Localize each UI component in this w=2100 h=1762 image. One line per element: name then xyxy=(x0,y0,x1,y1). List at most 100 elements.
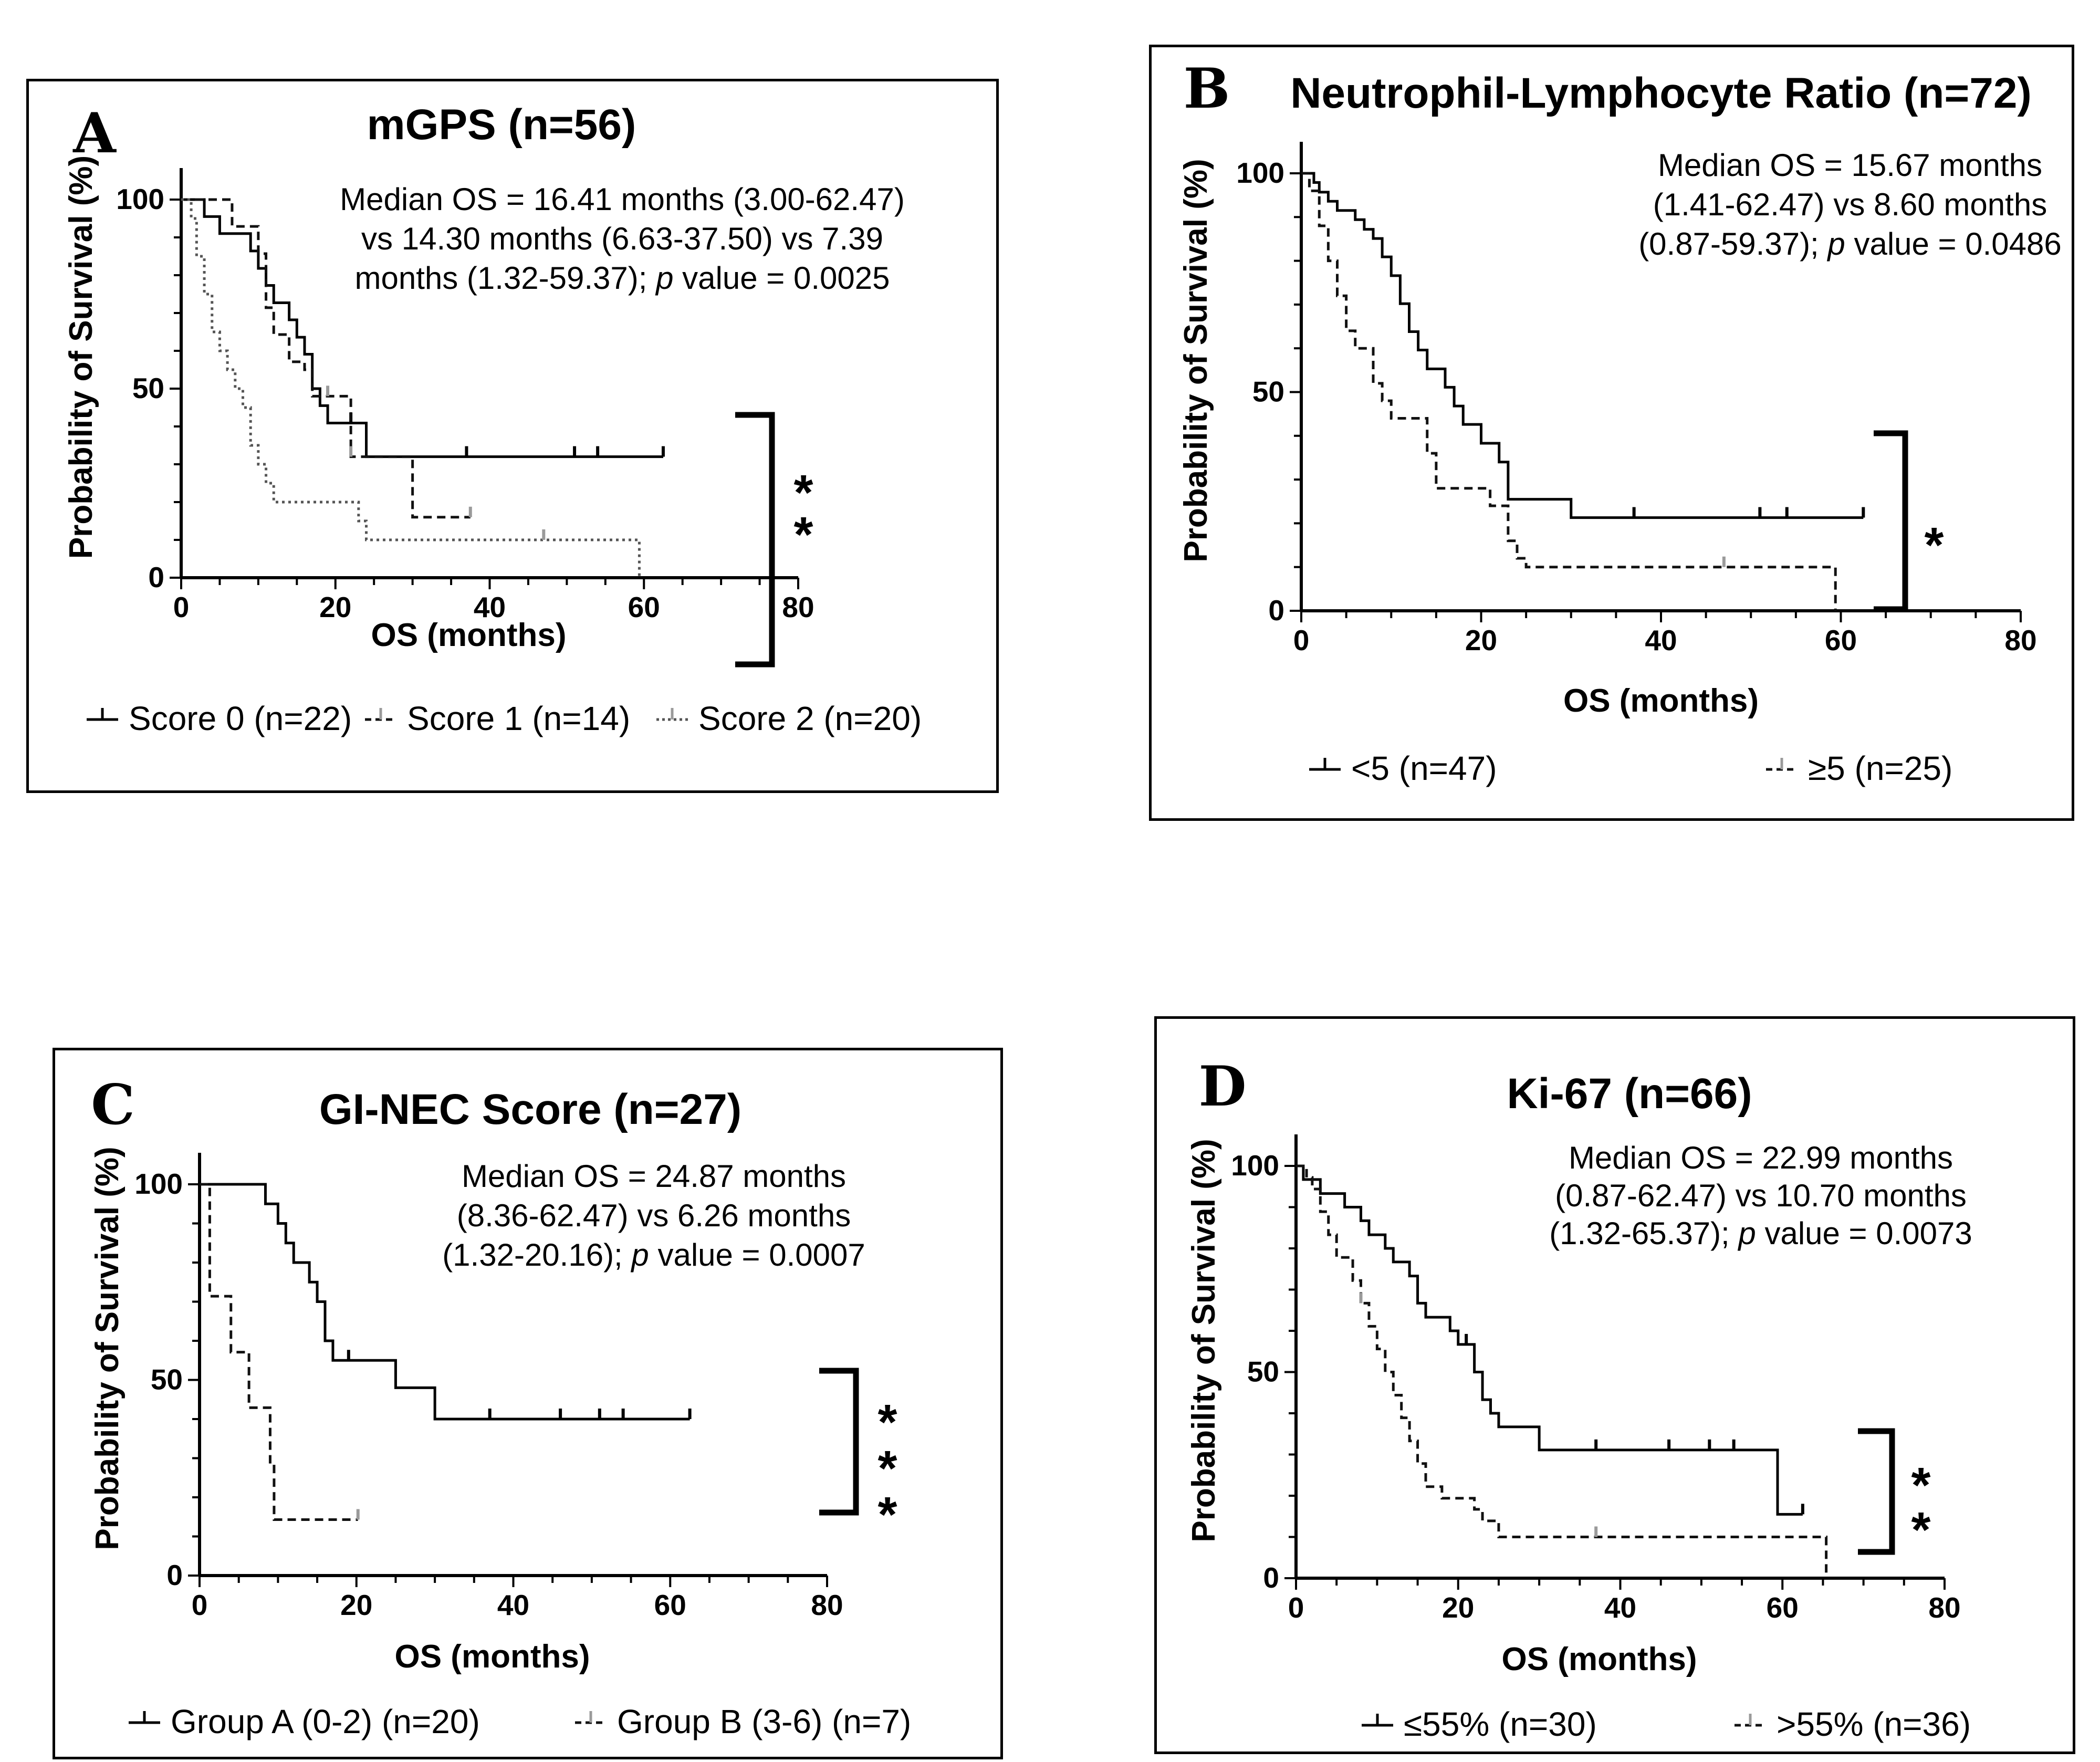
legend-item: Score 0 (n=22) xyxy=(87,700,352,737)
x-tick-label: 80 xyxy=(1928,1591,1960,1624)
y-axis-label: Probability of Survival (%) xyxy=(1178,159,1214,562)
x-tick-label: 60 xyxy=(654,1589,686,1621)
x-tick-label: 80 xyxy=(2004,624,2036,656)
panel-letter: A xyxy=(72,100,117,165)
panel-d: D Ki-67 (n=66) Median OS = 22.99 months (0.… xyxy=(1154,1016,2075,1754)
x-tick-label: 20 xyxy=(340,1589,372,1621)
x-tick-label: 0 xyxy=(173,591,190,623)
x-tick-label: 20 xyxy=(1442,1591,1474,1624)
y-tick-label: 50 xyxy=(151,1363,183,1396)
significance-star: * xyxy=(878,1441,897,1496)
series-dashed xyxy=(1301,172,1837,611)
y-tick-label: 100 xyxy=(1236,157,1284,189)
panel-letter: D xyxy=(1198,1054,1246,1119)
y-tick-label: 0 xyxy=(1263,1561,1279,1594)
x-tick-label: 80 xyxy=(811,1589,843,1621)
median-os-line: Median OS = 16.41 months (3.00-62.47) xyxy=(340,182,905,217)
legend-item: Group B (3-6) (n=7) xyxy=(575,1703,911,1740)
y-tick-label: 0 xyxy=(166,1559,183,1591)
legend-label: Score 1 (n=14) xyxy=(407,700,630,737)
x-axis-label: OS (months) xyxy=(1502,1641,1697,1677)
median-os-line: (1.32-65.37); p value = 0.0073 xyxy=(1549,1216,1972,1251)
x-tick-label: 40 xyxy=(474,591,506,623)
x-tick-label: 60 xyxy=(1825,624,1857,656)
legend-item: ≥5 (n=25) xyxy=(1766,749,1952,787)
x-tick-label: 60 xyxy=(1767,1591,1799,1624)
km-chart-b: B Neutrophil-Lymphocyte Ratio (n=72) Media… xyxy=(1178,56,2062,787)
survival-curve xyxy=(181,198,641,578)
x-tick-label: 40 xyxy=(497,1589,529,1621)
legend-label: >55% (n=36) xyxy=(1777,1705,1971,1743)
km-chart-d: D Ki-67 (n=66) Median OS = 22.99 months(0.… xyxy=(1186,1054,1972,1743)
km-chart-c: C GI-NEC Score (n=27) Median OS = 24.87 mo… xyxy=(89,1072,911,1740)
y-tick-label: 100 xyxy=(134,1167,183,1200)
x-tick-label: 40 xyxy=(1645,624,1677,656)
survival-curve xyxy=(1296,1164,1803,1516)
y-axis-label: Probability of Survival (%) xyxy=(89,1146,126,1550)
survival-curve xyxy=(1301,172,1837,611)
x-tick-label: 0 xyxy=(192,1589,208,1621)
chart-title: mGPS (n=56) xyxy=(367,101,636,149)
median-os-line: Median OS = 22.99 months xyxy=(1569,1140,1953,1175)
series-solid xyxy=(1296,1164,1804,1516)
significance-star: * xyxy=(878,1487,897,1542)
legend-label: ≤55% (n=30) xyxy=(1404,1705,1597,1743)
x-axis-label: OS (months) xyxy=(371,617,567,653)
legend-item: Score 2 (n=20) xyxy=(656,700,922,737)
significance-bracket xyxy=(819,1368,859,1516)
panel-letter: C xyxy=(91,1072,135,1137)
panel-letter: B xyxy=(1184,56,1230,121)
series-solid xyxy=(200,1183,692,1421)
axes: 0 20 40 60 80 0 50 100 xyxy=(1236,142,2037,656)
legend-item: <5 (n=47) xyxy=(1309,749,1497,787)
y-axis-label: Probability of Survival (%) xyxy=(1186,1139,1222,1542)
y-tick-label: 50 xyxy=(1247,1356,1279,1388)
series-dashed xyxy=(200,1183,360,1521)
chart-title: Ki-67 (n=66) xyxy=(1507,1070,1752,1118)
legend-label: Group B (3-6) (n=7) xyxy=(617,1703,911,1740)
significance-bracket xyxy=(735,412,775,668)
legend-label: Score 0 (n=22) xyxy=(129,700,352,737)
legend-label: Group A (0-2) (n=20) xyxy=(171,1703,480,1740)
axes: 0 20 40 60 80 0 50 100 xyxy=(134,1153,843,1621)
median-os-line: (0.87-62.47) vs 10.70 months xyxy=(1555,1178,1967,1213)
legend-item: Group A (0-2) (n=20) xyxy=(129,1703,480,1740)
median-os-line: Median OS = 24.87 months xyxy=(462,1159,846,1194)
y-tick-label: 0 xyxy=(148,561,164,593)
y-tick-label: 50 xyxy=(1252,376,1284,408)
significance-star: * xyxy=(794,465,813,520)
legend-item: >55% (n=36) xyxy=(1735,1705,1971,1743)
median-os-line: (1.32-20.16); p value = 0.0007 xyxy=(442,1237,865,1273)
survival-curve xyxy=(1296,1164,1828,1578)
legend-label: Score 2 (n=20) xyxy=(698,700,922,737)
median-os-line: vs 14.30 months (6.63-37.50) vs 7.39 xyxy=(361,221,883,256)
series-dashed xyxy=(181,198,472,519)
panel-b: B Neutrophil-Lymphocyte Ratio (n=72) Media… xyxy=(1149,45,2074,821)
survival-curve xyxy=(200,1183,690,1421)
y-tick-label: 50 xyxy=(132,372,164,404)
y-tick-label: 0 xyxy=(1268,594,1284,627)
significance-bracket xyxy=(1874,430,1908,612)
x-tick-label: 0 xyxy=(1288,1591,1304,1624)
survival-curve xyxy=(181,198,663,458)
y-tick-label: 100 xyxy=(1231,1149,1279,1182)
significance-star: * xyxy=(794,507,813,562)
survival-curve xyxy=(1301,172,1864,519)
significance-star: * xyxy=(1911,1457,1931,1513)
median-os-line: Median OS = 15.67 months xyxy=(1658,148,2042,183)
series-solid xyxy=(1301,172,1865,519)
y-axis-label: Probability of Survival (%) xyxy=(63,155,99,559)
x-tick-label: 0 xyxy=(1293,624,1310,656)
legend-item: Score 1 (n=14) xyxy=(365,700,630,737)
x-tick-label: 80 xyxy=(782,591,814,623)
significance-star: * xyxy=(1925,517,1944,573)
series-dotted xyxy=(181,198,641,578)
median-os-line: (1.41-62.47) vs 8.60 months xyxy=(1653,187,2047,222)
legend-label: <5 (n=47) xyxy=(1351,749,1497,787)
y-tick-label: 100 xyxy=(116,183,164,215)
chart-title: GI-NEC Score (n=27) xyxy=(319,1086,741,1133)
significance-bracket xyxy=(1858,1428,1895,1555)
median-os-line: (0.87-59.37); p value = 0.0486 xyxy=(1638,226,2062,262)
